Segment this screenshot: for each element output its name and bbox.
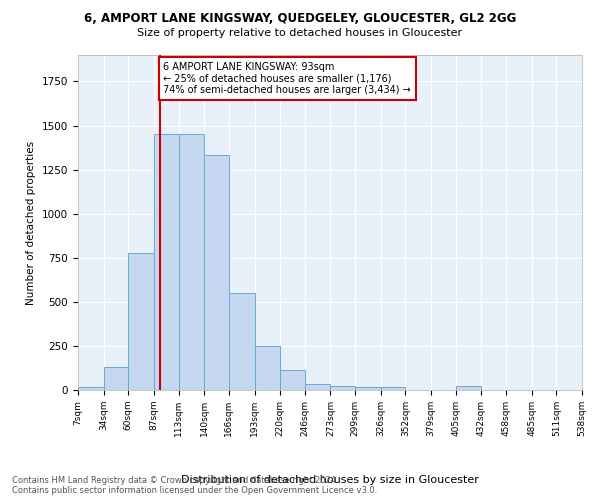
Bar bbox=[280, 370, 305, 390]
Bar bbox=[128, 254, 154, 390]
Text: 6, AMPORT LANE KINGSWAY, QUEDGELEY, GLOUCESTER, GL2 2GG: 6, AMPORT LANE KINGSWAY, QUEDGELEY, GLOU… bbox=[84, 12, 516, 26]
Text: Size of property relative to detached houses in Gloucester: Size of property relative to detached ho… bbox=[137, 28, 463, 38]
Bar bbox=[355, 387, 381, 390]
Bar bbox=[179, 134, 204, 390]
Bar bbox=[78, 388, 104, 390]
Y-axis label: Number of detached properties: Number of detached properties bbox=[26, 140, 37, 304]
Text: 6 AMPORT LANE KINGSWAY: 93sqm
← 25% of detached houses are smaller (1,176)
74% o: 6 AMPORT LANE KINGSWAY: 93sqm ← 25% of d… bbox=[163, 62, 411, 96]
Bar bbox=[204, 154, 229, 390]
Bar bbox=[254, 346, 280, 390]
Text: Contains HM Land Registry data © Crown copyright and database right 2024.
Contai: Contains HM Land Registry data © Crown c… bbox=[12, 476, 377, 495]
Bar bbox=[331, 386, 355, 390]
Bar bbox=[104, 367, 128, 390]
Bar bbox=[154, 134, 179, 390]
Bar bbox=[381, 387, 406, 390]
Bar bbox=[229, 293, 254, 390]
X-axis label: Distribution of detached houses by size in Gloucester: Distribution of detached houses by size … bbox=[181, 475, 479, 485]
Bar bbox=[305, 384, 331, 390]
Bar bbox=[456, 386, 481, 390]
